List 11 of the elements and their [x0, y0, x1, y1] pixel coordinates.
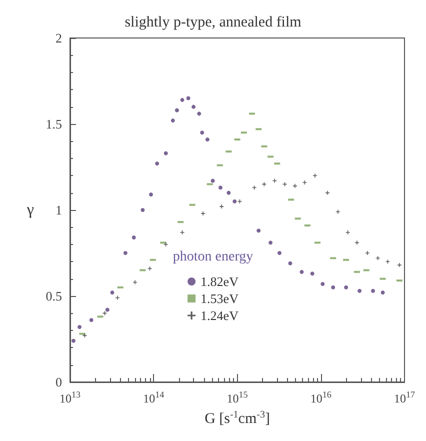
y-tick-label: 0 — [56, 374, 62, 390]
legend-label: 1.82eV — [200, 274, 240, 289]
legend-label: 1.24eV — [200, 308, 240, 323]
y-tick-label: 1.5 — [46, 116, 62, 132]
legend-title: photon energy — [172, 250, 254, 264]
chart-title: slightly p-type, annealed film — [124, 14, 302, 30]
y-tick-label: 0.5 — [46, 288, 62, 304]
y-axis-title: γ — [26, 202, 34, 218]
legend-label: 1.53eV — [200, 291, 240, 306]
y-tick-label: 1 — [56, 202, 62, 218]
y-tick-label: 2 — [56, 30, 62, 46]
